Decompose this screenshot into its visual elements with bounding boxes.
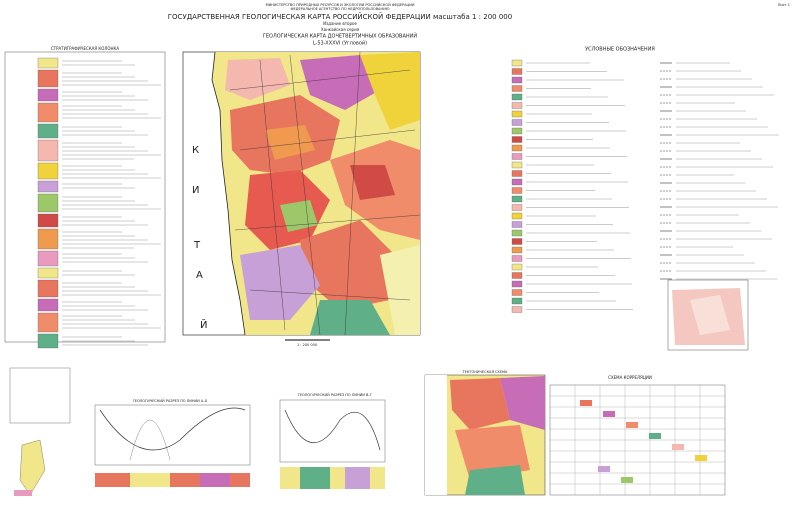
- correlation-title: СХЕМА КОРРЕЛЯЦИИ: [608, 375, 652, 380]
- strat-unit: [37, 139, 59, 162]
- ministry: МИНИСТЕРСТВО ПРИРОДНЫХ РЕСУРСОВ И ЭКОЛОГ…: [266, 2, 415, 7]
- strat-unit: [37, 298, 59, 312]
- series: Ханкайская серия: [321, 27, 360, 32]
- table-swatch: [695, 455, 707, 461]
- edition: Издание второе: [323, 21, 357, 26]
- country-letter: К: [192, 145, 199, 156]
- legend-swatch: [511, 161, 523, 169]
- legend-swatch: [511, 306, 523, 313]
- strat-unit: [37, 88, 59, 102]
- legend-swatch: [511, 110, 523, 118]
- legend-swatch: [511, 76, 523, 84]
- legend-swatch: [511, 59, 523, 67]
- correlation-table: [549, 384, 726, 496]
- strat-unit: [37, 250, 59, 267]
- legend-swatch: [511, 178, 523, 186]
- legend-swatch: [511, 93, 523, 101]
- section-vg: [279, 399, 386, 489]
- strat-unit: [37, 162, 59, 180]
- legend-swatch: [511, 136, 523, 143]
- legend-swatch: [511, 246, 523, 254]
- legend-swatch: [511, 195, 523, 203]
- country-letter: Т: [193, 240, 201, 251]
- strat-unit: [37, 279, 59, 298]
- country-letter: Й: [200, 318, 207, 331]
- table-swatch: [598, 466, 610, 472]
- legend-swatch: [511, 144, 523, 152]
- country-letter: А: [196, 270, 203, 281]
- legend-swatch: [511, 153, 523, 160]
- table-swatch: [626, 422, 638, 428]
- strat-unit: [37, 333, 59, 349]
- table-swatch: [603, 411, 615, 417]
- strat-unit: [37, 180, 59, 193]
- legend-title: УСЛОВНЫЕ ОБОЗНАЧЕНИЯ: [585, 47, 655, 53]
- legend-swatch: [511, 289, 523, 296]
- legend-swatch: [511, 263, 523, 271]
- strat-unit: [37, 123, 59, 139]
- strat-title: СТРАТИГРАФИЧЕСКАЯ КОЛОНКА: [51, 46, 120, 51]
- tectonic-title: ТЕКТОНИЧЕСКАЯ СХЕМА: [462, 370, 509, 374]
- scale: 1 : 200 000: [297, 343, 317, 347]
- table-swatch: [621, 477, 633, 483]
- strat-column: [37, 57, 161, 349]
- legend-swatch: [511, 127, 523, 135]
- legend-swatch: [511, 297, 523, 305]
- table-swatch: [580, 400, 592, 406]
- section-vg-title: ГЕОЛОГИЧЕСКИЙ РАЗРЕЗ ПО ЛИНИИ В–Г: [298, 392, 373, 397]
- strat-frame: [4, 51, 166, 343]
- table-swatch: [649, 433, 661, 439]
- table-swatch: [672, 444, 684, 450]
- strat-unit: [37, 69, 59, 88]
- legend-swatch: [511, 102, 523, 109]
- country-letter: И: [192, 185, 199, 196]
- legend: [511, 59, 779, 313]
- sheet-code: L-53-XXXVI (Угловой): [313, 40, 367, 47]
- legend-swatch: [511, 229, 523, 237]
- location-schemes: [9, 367, 71, 496]
- strat-unit: [37, 312, 59, 333]
- title: ГОСУДАРСТВЕННАЯ ГЕОЛОГИЧЕСКАЯ КАРТА РОСС…: [168, 12, 512, 21]
- sheet-number: Лист 1: [778, 3, 790, 7]
- legend-swatch: [511, 221, 523, 228]
- geologic-map: К И Т А Й: [182, 51, 421, 336]
- strat-unit: [37, 228, 59, 250]
- strat-unit: [37, 213, 59, 228]
- legend-swatch: [511, 85, 523, 92]
- legend-swatch: [511, 272, 523, 279]
- legend-swatch: [511, 238, 523, 245]
- legend-swatch: [511, 119, 523, 126]
- section-ab: [94, 404, 251, 487]
- legend-swatch: [511, 212, 523, 220]
- tectonic-map: [424, 374, 546, 496]
- strat-unit: [37, 57, 59, 69]
- map-title: ГЕОЛОГИЧЕСКАЯ КАРТА ДОЧЕТВЕРТИЧНЫХ ОБРАЗ…: [263, 33, 418, 40]
- legend-swatch: [511, 187, 523, 194]
- strat-unit: [37, 193, 59, 213]
- legend-swatch: [511, 255, 523, 262]
- agency: ФЕДЕРАЛЬНОЕ АГЕНТСТВО ПО НЕДРОПОЛЬЗОВАНИ…: [291, 7, 390, 11]
- legend-swatch: [511, 280, 523, 288]
- strat-unit: [37, 102, 59, 123]
- strat-unit: [37, 267, 59, 279]
- section-ab-title: ГЕОЛОГИЧЕСКИЙ РАЗРЕЗ ПО ЛИНИИ А–Б: [133, 398, 208, 403]
- legend-swatch: [511, 170, 523, 177]
- legend-swatch: [511, 68, 523, 75]
- legend-swatch: [511, 204, 523, 211]
